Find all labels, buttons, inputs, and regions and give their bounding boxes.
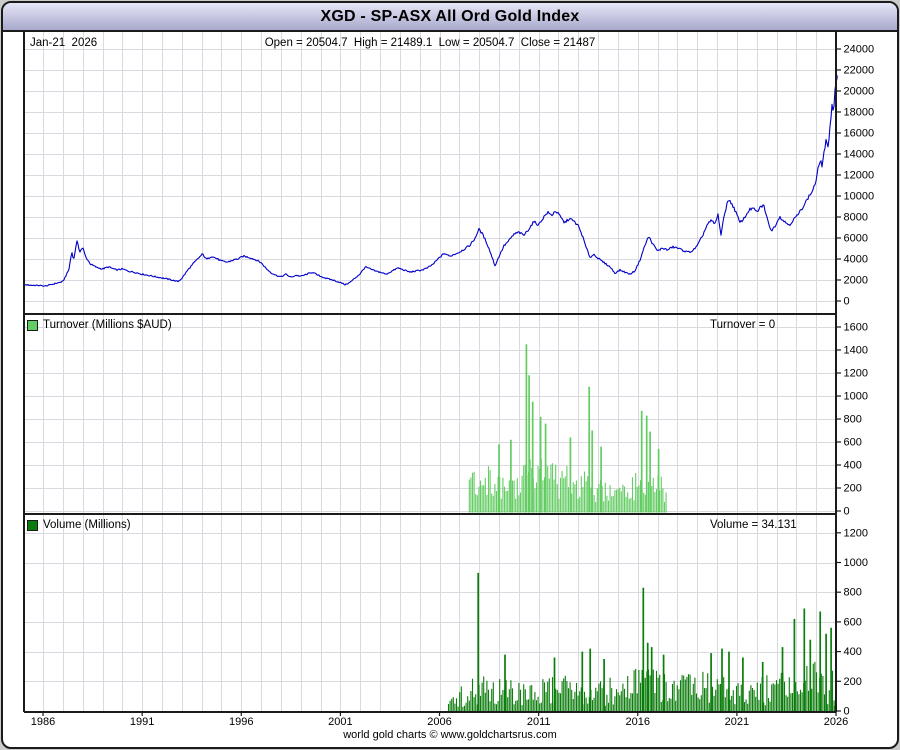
title-bar: XGD - SP-ASX All Ord Gold Index	[3, 3, 897, 32]
price-y-tick-label: 22000	[844, 65, 875, 77]
x-tick-label: 1996	[229, 716, 253, 728]
turnover-y-tick-label: 0	[844, 506, 850, 518]
volume-legend: Volume (Millions)	[27, 518, 131, 532]
x-tick-label: 2011	[527, 716, 551, 728]
date-label: Jan-21 2026	[30, 37, 98, 49]
turnover-legend: Turnover (Millions $AUD)	[27, 318, 172, 332]
volume-y-tick-label: 0	[844, 706, 850, 718]
price-y-tick-label: 20000	[844, 86, 875, 98]
turnover-y-tick-label: 400	[844, 460, 862, 472]
volume-y-tick-label: 200	[844, 676, 862, 688]
turnover-y-tick-label: 600	[844, 437, 862, 449]
volume-legend-swatch-icon	[27, 519, 38, 531]
x-tick-label: 2001	[328, 716, 352, 728]
x-tick-label: 1986	[31, 716, 55, 728]
turnover-legend-swatch-icon	[27, 319, 38, 331]
turnover-y-tick-label: 1400	[844, 345, 868, 357]
volume-y-tick-label: 600	[844, 616, 862, 628]
turnover-current-readout: Turnover = 0	[710, 319, 776, 331]
price-y-tick-label: 8000	[844, 212, 868, 224]
credit-line: world gold charts © www.goldchartsrus.co…	[343, 729, 557, 741]
price-y-tick-label: 6000	[844, 233, 868, 245]
x-tick-label: 2021	[725, 716, 749, 728]
turnover-y-tick-label: 1200	[844, 368, 868, 380]
volume-y-tick-label: 1200	[844, 527, 868, 539]
turnover-y-tick-label: 800	[844, 414, 862, 426]
chart-title: XGD - SP-ASX All Ord Gold Index	[320, 7, 580, 25]
volume-y-tick-label: 1000	[844, 557, 868, 569]
x-tick-label: 2006	[427, 716, 451, 728]
price-y-tick-label: 18000	[844, 107, 875, 119]
price-y-tick-label: 10000	[844, 191, 875, 203]
volume-bars-spikes	[477, 572, 832, 712]
volume-current-readout: Volume = 34.131	[710, 519, 797, 531]
price-line	[23, 75, 838, 287]
ohlc-readout: Open = 20504.7 High = 21489.1 Low = 2050…	[264, 37, 596, 49]
turnover-bars-spikes	[498, 344, 660, 513]
volume-legend-label: Volume (Millions)	[43, 519, 131, 531]
price-y-tick-label: 16000	[844, 128, 875, 140]
turnover-y-tick-label: 200	[844, 483, 862, 495]
price-y-tick-label: 24000	[844, 44, 875, 56]
volume-y-tick-label: 800	[844, 587, 862, 599]
x-tick-label: 2026	[824, 716, 848, 728]
turnover-y-tick-label: 1000	[844, 391, 868, 403]
price-y-tick-label: 14000	[844, 149, 875, 161]
price-y-tick-label: 0	[844, 296, 850, 308]
turnover-legend-label: Turnover (Millions $AUD)	[43, 319, 172, 331]
volume-y-tick-label: 400	[844, 646, 862, 658]
turnover-y-tick-label: 1600	[844, 322, 868, 334]
x-tick-label: 2016	[626, 716, 650, 728]
price-y-tick-label: 12000	[844, 170, 875, 182]
x-tick-label: 1991	[130, 716, 154, 728]
price-y-tick-label: 2000	[844, 275, 868, 287]
price-y-tick-label: 4000	[844, 254, 868, 266]
